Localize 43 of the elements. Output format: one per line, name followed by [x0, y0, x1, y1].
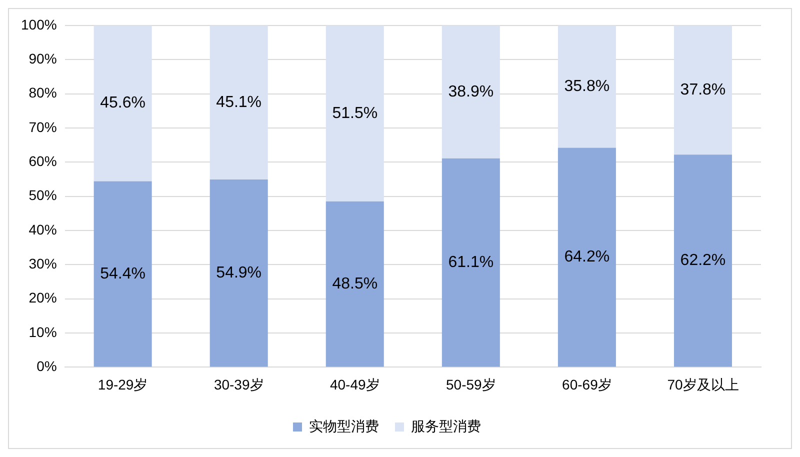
- legend-label: 实物型消费: [309, 418, 379, 434]
- data-label: 54.4%: [100, 265, 146, 282]
- y-tick-label: 0%: [36, 358, 57, 374]
- bar: [210, 180, 268, 367]
- bar: [442, 158, 500, 367]
- bar: [674, 25, 732, 155]
- y-tick-label: 20%: [28, 290, 57, 306]
- bar: [326, 25, 384, 202]
- data-label: 48.5%: [332, 275, 378, 292]
- bar: [210, 25, 268, 180]
- y-tick-label: 90%: [28, 50, 57, 66]
- y-tick-label: 40%: [28, 221, 57, 238]
- data-label: 45.1%: [216, 94, 262, 111]
- x-tick-label: 40-49岁: [330, 376, 380, 392]
- data-label: 35.8%: [564, 78, 610, 95]
- y-tick-label: 10%: [28, 324, 57, 340]
- bar: [558, 148, 616, 367]
- x-tick-label: 19-29岁: [98, 376, 148, 392]
- x-tick-label: 30-39岁: [214, 376, 264, 392]
- y-tick-label: 100%: [20, 16, 57, 32]
- bar: [558, 25, 616, 148]
- y-tick-label: 50%: [28, 187, 57, 204]
- y-tick-label: 70%: [28, 118, 57, 135]
- data-label: 45.6%: [100, 94, 146, 112]
- data-label: 62.2%: [680, 252, 726, 270]
- y-tick-label: 30%: [28, 256, 57, 272]
- bar: [326, 201, 384, 367]
- data-label: 61.1%: [448, 254, 494, 271]
- data-label: 37.8%: [680, 81, 726, 98]
- data-label: 64.2%: [564, 248, 610, 266]
- x-tick-label: 50-59岁: [446, 376, 496, 392]
- bar: [674, 154, 732, 367]
- data-label: 51.5%: [332, 104, 378, 122]
- y-tick-label: 60%: [28, 152, 57, 169]
- x-tick-label: 60-69岁: [562, 376, 612, 392]
- data-label: 38.9%: [448, 83, 494, 100]
- bar: [94, 181, 152, 367]
- y-tick-label: 80%: [28, 84, 57, 101]
- legend-label: 服务型消费: [411, 418, 481, 434]
- data-label: 54.9%: [216, 264, 262, 282]
- x-tick-label: 70岁及以上: [667, 376, 739, 392]
- bar: [94, 25, 152, 182]
- bar: [442, 25, 500, 158]
